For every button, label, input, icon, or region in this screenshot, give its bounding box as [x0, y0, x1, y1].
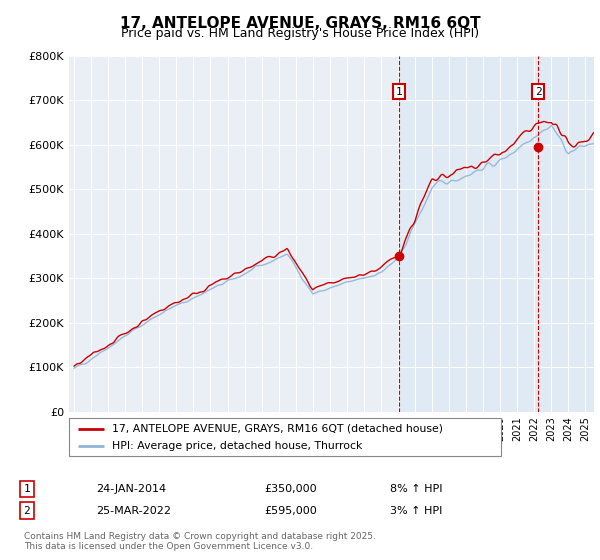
Text: 17, ANTELOPE AVENUE, GRAYS, RM16 6QT (detached house): 17, ANTELOPE AVENUE, GRAYS, RM16 6QT (de…: [112, 424, 443, 434]
Text: Contains HM Land Registry data © Crown copyright and database right 2025.
This d: Contains HM Land Registry data © Crown c…: [24, 531, 376, 551]
Text: 25-MAR-2022: 25-MAR-2022: [96, 506, 171, 516]
Text: 2: 2: [535, 87, 542, 96]
Text: 1: 1: [396, 87, 403, 96]
Text: HPI: Average price, detached house, Thurrock: HPI: Average price, detached house, Thur…: [112, 441, 362, 451]
Text: 1: 1: [23, 484, 31, 494]
Text: 2: 2: [23, 506, 31, 516]
FancyBboxPatch shape: [69, 418, 501, 456]
Text: Price paid vs. HM Land Registry's House Price Index (HPI): Price paid vs. HM Land Registry's House …: [121, 27, 479, 40]
Text: 24-JAN-2014: 24-JAN-2014: [96, 484, 166, 494]
Text: £350,000: £350,000: [264, 484, 317, 494]
Text: 17, ANTELOPE AVENUE, GRAYS, RM16 6QT: 17, ANTELOPE AVENUE, GRAYS, RM16 6QT: [119, 16, 481, 31]
Text: £595,000: £595,000: [264, 506, 317, 516]
Bar: [399, 56, 594, 412]
Text: 8% ↑ HPI: 8% ↑ HPI: [390, 484, 443, 494]
Text: 3% ↑ HPI: 3% ↑ HPI: [390, 506, 442, 516]
